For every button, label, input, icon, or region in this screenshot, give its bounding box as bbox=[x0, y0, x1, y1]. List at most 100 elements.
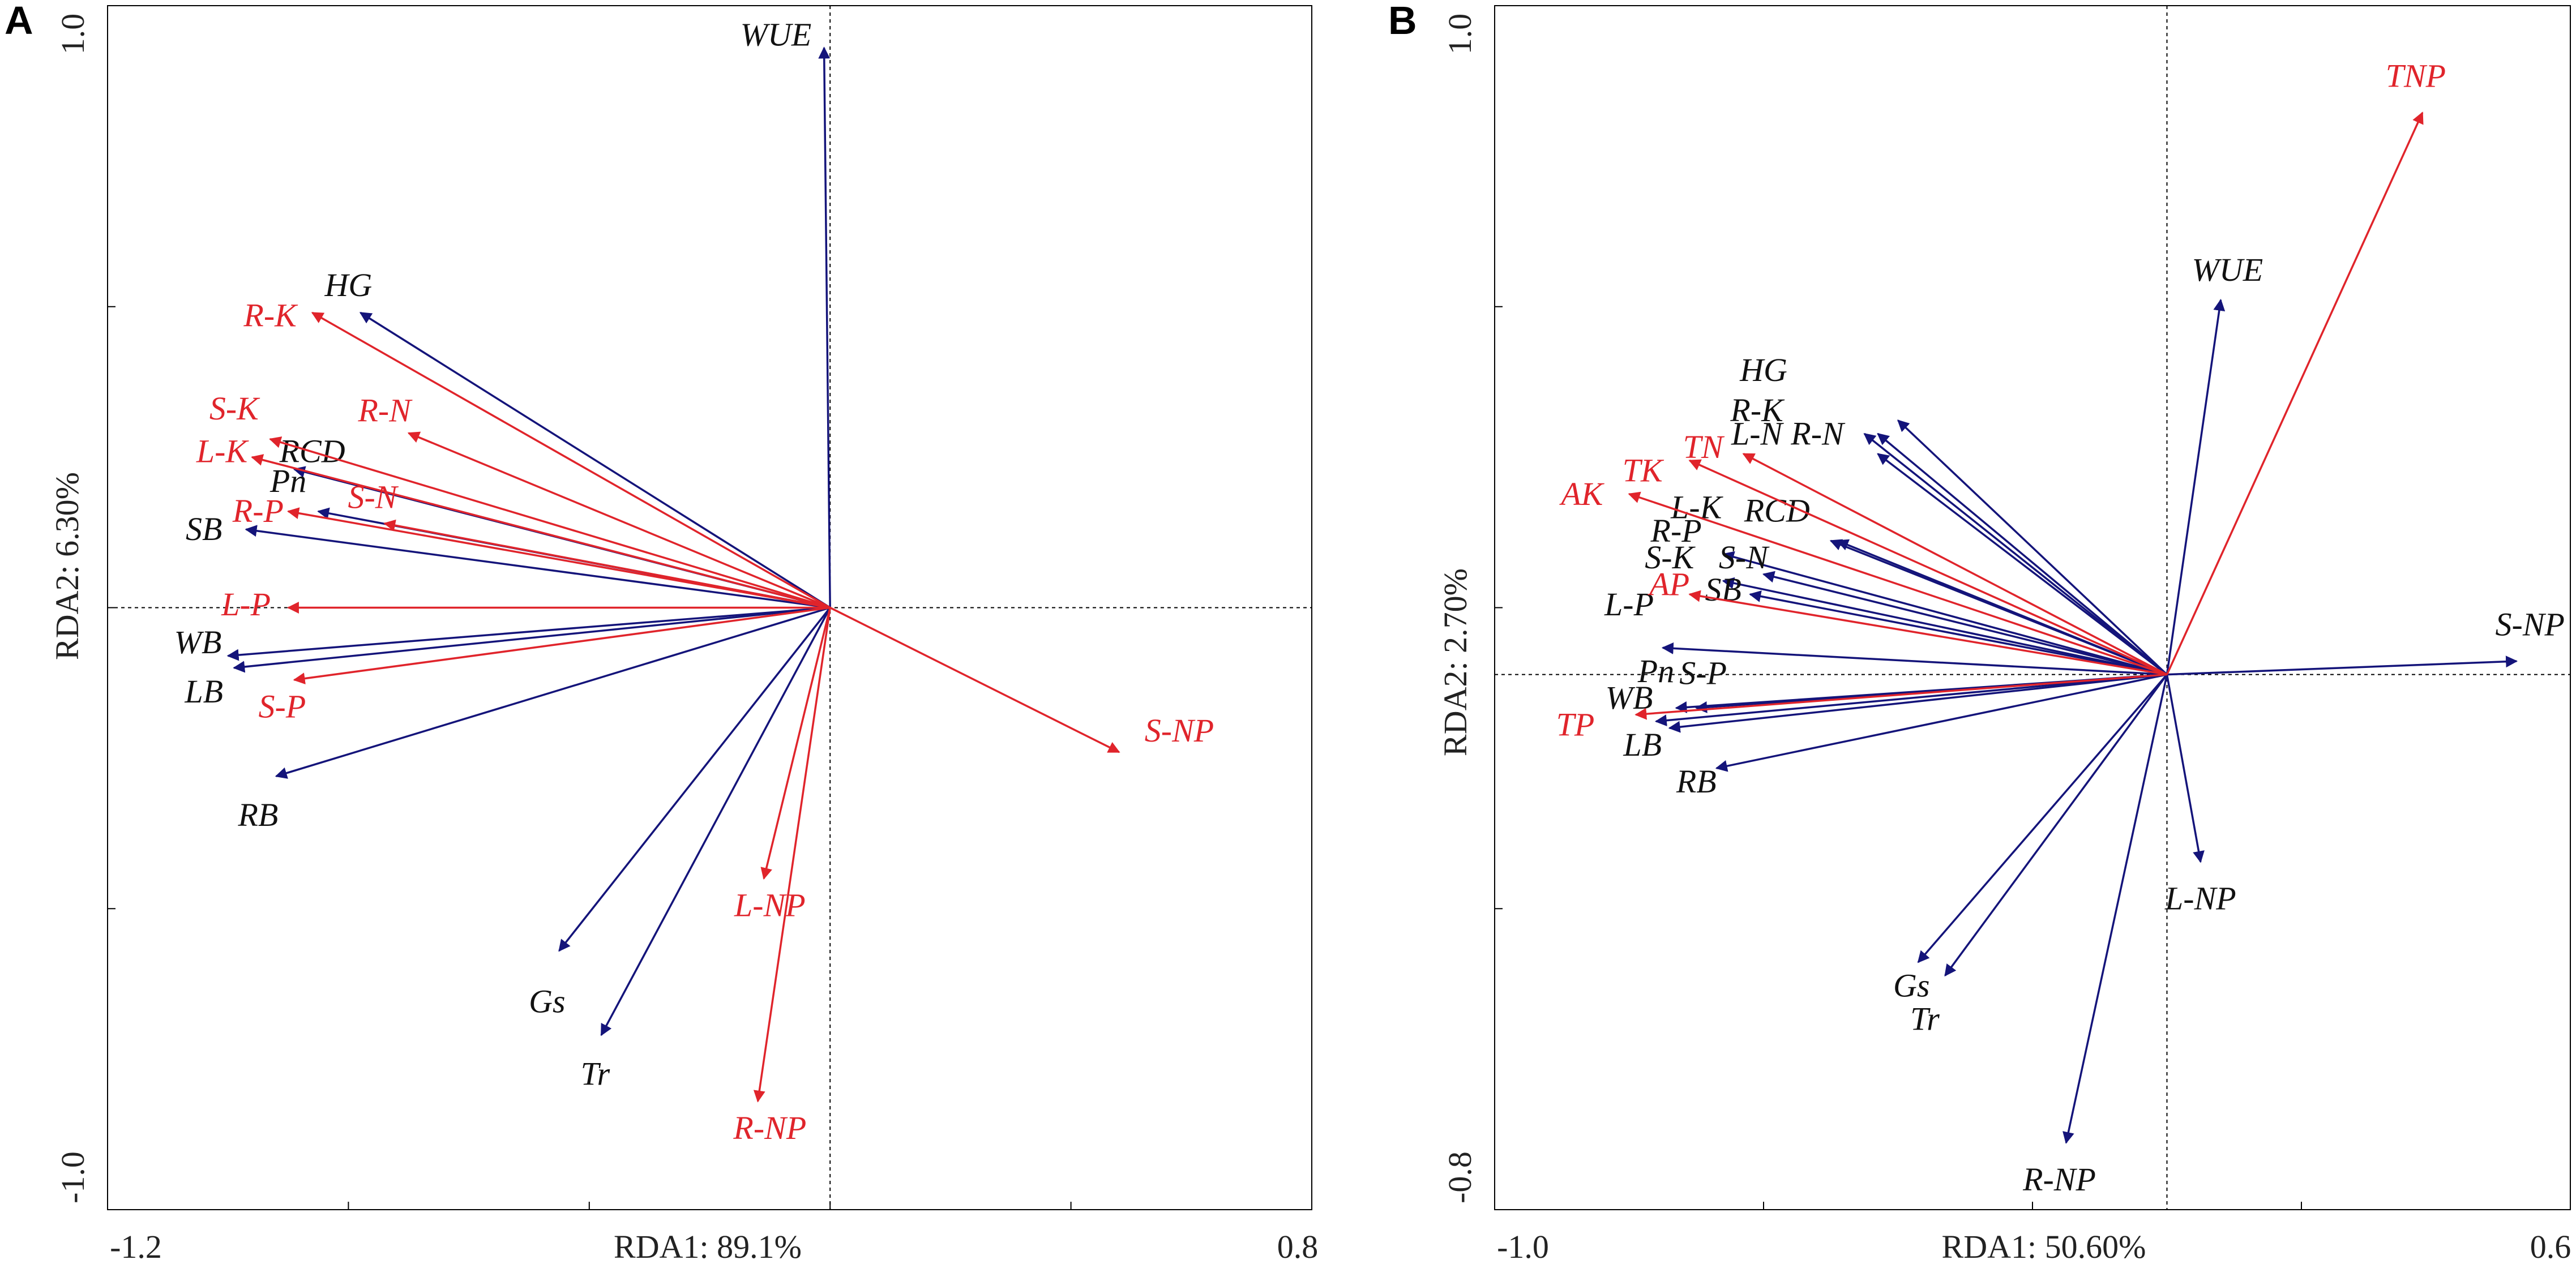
vector-arrow-l-n bbox=[1863, 432, 2168, 676]
vector-arrow-rb bbox=[1715, 673, 2167, 772]
vector-label-gs: Gs bbox=[529, 983, 565, 1020]
vector-arrow-s-k bbox=[269, 436, 831, 609]
vector-label-tn: TN bbox=[1683, 429, 1725, 465]
panel-b-x-tick-min: -1.0 bbox=[1497, 1228, 1549, 1264]
vector-label-tnp: TNP bbox=[2386, 57, 2446, 94]
vector-label-sb: SB bbox=[186, 511, 222, 547]
vector-arrow-l-k bbox=[251, 454, 831, 609]
vector-label-l-k: L-K bbox=[196, 433, 250, 470]
vector-arrow-hg bbox=[1897, 419, 2168, 675]
vector-arrow-sb bbox=[245, 525, 831, 609]
vector-label-s-np: S-NP bbox=[1145, 712, 1214, 749]
panel-b-y-tick-max: 1.0 bbox=[1441, 14, 1478, 55]
panel-b-y-tick-min: -0.8 bbox=[1441, 1151, 1478, 1203]
vector-label-s-k: S-K bbox=[209, 390, 260, 427]
vector-label-s-p: S-P bbox=[1679, 655, 1727, 692]
panel-b-x-axis-title: RDA1: 50.60% bbox=[1942, 1228, 2146, 1264]
vector-arrow-r-p bbox=[1722, 551, 2167, 676]
vector-arrow-tp bbox=[1634, 673, 2167, 720]
vector-arrow-l-np bbox=[760, 607, 831, 880]
vector-label-hg: HG bbox=[324, 267, 373, 303]
panel-b-zero-lines bbox=[1495, 6, 2570, 1210]
vector-label-l-p: L-P bbox=[1604, 586, 1654, 623]
vector-label-ap: AP bbox=[1647, 565, 1689, 602]
vector-label-r-p: R-P bbox=[1650, 512, 1702, 549]
vector-arrow-rcd bbox=[1836, 539, 2168, 676]
vector-label-tr: Tr bbox=[581, 1055, 610, 1092]
panel-b-plot-frame bbox=[1494, 5, 2571, 1210]
vector-label-rb: RB bbox=[237, 796, 278, 833]
vector-arrow-l-np bbox=[2166, 674, 2205, 863]
vector-label-tk: TK bbox=[1623, 452, 1664, 489]
vector-label-s-np: S-NP bbox=[2496, 606, 2565, 642]
vector-label-ak: AK bbox=[1559, 475, 1604, 512]
panel-a-y-axis-title: RDA2: 6.30% bbox=[49, 472, 85, 660]
vector-arrow-hg bbox=[359, 311, 831, 609]
vector-arrow-r-k bbox=[1877, 453, 2168, 676]
vector-label-tp: TP bbox=[1556, 706, 1595, 743]
vector-arrow-lb bbox=[233, 606, 831, 673]
vector-arrow-wb bbox=[1654, 673, 2167, 727]
vector-label-l-n: L-N bbox=[1731, 415, 1785, 452]
vector-arrow-s-p bbox=[293, 606, 831, 685]
panel-a-x-tick-min: -1.2 bbox=[110, 1228, 162, 1264]
vector-label-s-n: S-N bbox=[1719, 539, 1770, 576]
vector-label-r-p: R-P bbox=[232, 492, 284, 529]
vector-label-pn: Pn bbox=[269, 462, 306, 499]
vector-arrow-l-p bbox=[1661, 642, 2167, 676]
panel-a: A WUEHGRCDPnSBWBLBRBGsTrR-KS-KL-KR-NS-NR… bbox=[5, 0, 1318, 1264]
panel-a-x-axis-title: RDA1: 89.1% bbox=[614, 1228, 802, 1264]
panel-b-x-tick-max: 0.6 bbox=[2530, 1228, 2571, 1264]
panel-a-x-tick-max: 0.8 bbox=[1277, 1228, 1319, 1264]
vector-label-s-k: S-K bbox=[1645, 539, 1696, 576]
vector-arrow-s-k bbox=[1722, 577, 2167, 676]
vector-label-hg: HG bbox=[1739, 352, 1787, 388]
vector-arrow-wb bbox=[226, 606, 831, 661]
panel-a-y-tick-max: 1.0 bbox=[54, 14, 91, 55]
vector-label-l-np: L-NP bbox=[734, 887, 806, 924]
vector-arrow-r-k bbox=[311, 311, 831, 609]
vector-arrow-ak bbox=[1628, 491, 2168, 676]
vector-arrow-wue bbox=[2166, 298, 2226, 675]
vector-label-r-np: R-NP bbox=[2022, 1161, 2096, 1198]
vector-label-s-n: S-N bbox=[348, 479, 399, 516]
vector-arrow-gs bbox=[558, 607, 831, 952]
vector-label-rb: RB bbox=[1676, 763, 1717, 800]
vector-arrow-sb bbox=[1749, 590, 2167, 676]
vector-label-r-n: R-N bbox=[357, 392, 413, 429]
vector-label-wue: WUE bbox=[2192, 251, 2263, 288]
vector-label-r-k: R-K bbox=[243, 297, 298, 333]
panel-a-y-tick-min: -1.0 bbox=[54, 1151, 91, 1203]
vector-label-wb: WB bbox=[1606, 679, 1653, 716]
vector-label-tr: Tr bbox=[1910, 1000, 1940, 1037]
vector-label-gs: Gs bbox=[1893, 967, 1929, 1004]
vector-arrow-ap bbox=[1688, 590, 2167, 676]
vector-label-lb: LB bbox=[1623, 726, 1662, 763]
vector-label-r-n: R-N bbox=[1790, 415, 1846, 452]
panel-a-label: A bbox=[5, 0, 33, 42]
vector-arrow-r-p bbox=[286, 507, 831, 609]
vector-label-lb: LB bbox=[184, 673, 223, 710]
vector-label-wb: WB bbox=[174, 624, 222, 661]
vector-arrow-s-np bbox=[2167, 655, 2518, 676]
panel-a-vectors: WUEHGRCDPnSBWBLBRBGsTrR-KS-KL-KR-NS-NR-P… bbox=[174, 16, 1214, 1146]
vector-label-r-np: R-NP bbox=[733, 1109, 806, 1146]
vector-arrow-rb bbox=[275, 606, 831, 779]
vector-label-l-k: L-K bbox=[1670, 489, 1724, 525]
vector-arrow-s-n bbox=[1762, 571, 2167, 676]
vector-label-l-p: L-P bbox=[221, 586, 271, 623]
vector-arrow-gs bbox=[1917, 674, 2168, 963]
vector-arrow-r-n bbox=[1877, 432, 2168, 676]
vector-arrow-r-np bbox=[2062, 674, 2168, 1144]
panel-b-y-axis-title: RDA2: 2.70% bbox=[1437, 568, 1474, 756]
vector-arrow-tk bbox=[1688, 459, 2168, 676]
vector-arrow-s-np bbox=[829, 606, 1120, 753]
vector-arrow-tn bbox=[1742, 453, 2168, 676]
vector-label-r-k: R-K bbox=[1730, 392, 1785, 429]
panel-b-ticks bbox=[1494, 5, 2571, 1210]
vector-label-pn: Pn bbox=[1637, 653, 1674, 689]
vector-label-l-np: L-NP bbox=[2164, 880, 2236, 917]
